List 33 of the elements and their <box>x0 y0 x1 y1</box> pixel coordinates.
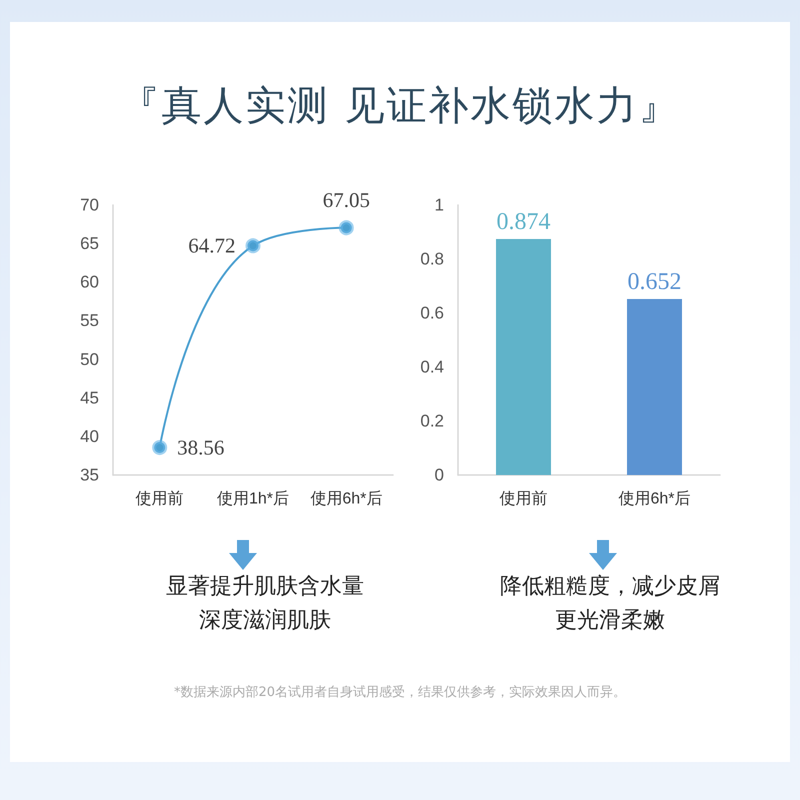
y-tick-label: 0.8 <box>420 250 444 268</box>
point <box>246 238 260 254</box>
data-label: 64.72 <box>188 234 236 258</box>
y-tick-label: 1 <box>434 196 444 214</box>
y-tick-label: 0.6 <box>420 304 444 322</box>
y-tick-label: 35 <box>80 466 99 484</box>
y-tick-label: 45 <box>80 388 99 408</box>
y-tick-label: 0.4 <box>420 358 444 376</box>
data-label: 0.652 <box>628 268 682 295</box>
text: 更光滑柔嫩 <box>554 607 666 635</box>
y-tick-label: 65 <box>80 234 99 254</box>
text: 显著提升肌肤含水量 <box>165 573 365 601</box>
point <box>152 440 168 456</box>
x-tick-label: 使用前 <box>136 490 184 508</box>
y-tick-label: 55 <box>80 311 99 330</box>
point <box>338 220 354 236</box>
text: 降低粗糙度，减少皮屑 <box>499 573 721 601</box>
y-tick-label: 0.2 <box>420 412 444 430</box>
data-label: 0.874 <box>496 209 550 236</box>
x-tick-label: 使用6h*后 <box>618 490 691 508</box>
y-tick-label: 60 <box>80 272 99 292</box>
x-tick-label: 使用1h*后 <box>216 490 290 508</box>
x-tick-label: 使用6h*后 <box>310 490 382 508</box>
y-tick-label: 70 <box>80 196 99 214</box>
x-tick-label: 使用前 <box>500 490 548 508</box>
text: 深度滋润肌肤 <box>198 607 332 635</box>
text: *数据来源内部20名试用者自身试用感受，结果仅供参考，实际效果因人而异。 <box>172 684 628 701</box>
chart-title: 『真人实测 见证补水锁水力』 <box>118 82 682 131</box>
y-tick-label: 40 <box>80 426 99 446</box>
data-label: 67.05 <box>322 188 370 212</box>
y-tick-label: 50 <box>80 350 99 369</box>
y-tick-label: 0 <box>434 466 444 484</box>
data-label: 38.56 <box>177 436 224 460</box>
